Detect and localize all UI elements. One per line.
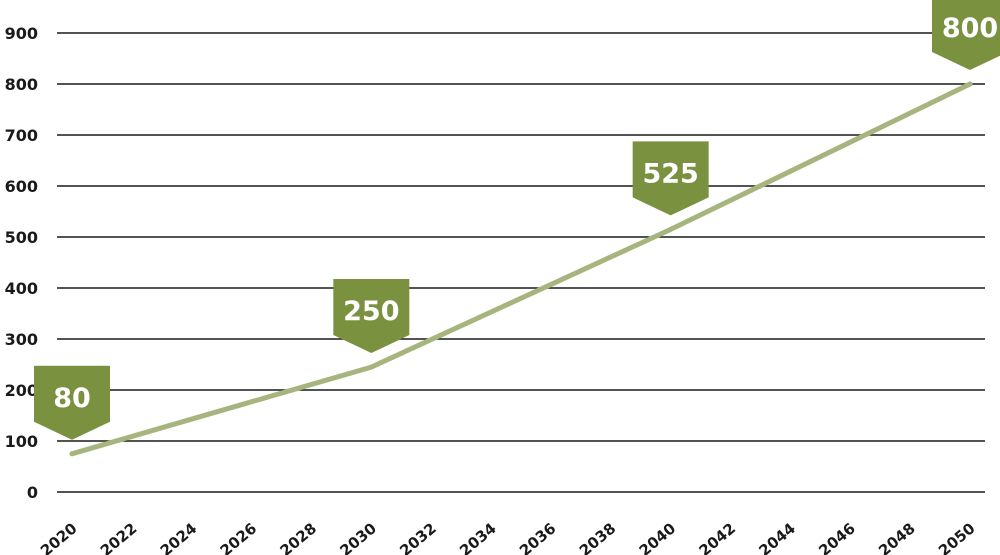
x-tick-label: 2036 xyxy=(516,519,560,555)
y-tick-label: 500 xyxy=(5,228,38,247)
y-tick-label: 0 xyxy=(27,483,38,502)
callout-label: 250 xyxy=(343,296,399,327)
callout-2020: 80 xyxy=(34,365,110,440)
callout-2050: 800 xyxy=(932,0,1000,70)
y-tick-label: 100 xyxy=(5,432,38,451)
x-tick-label: 2020 xyxy=(37,519,81,555)
x-tick-label: 2044 xyxy=(755,519,799,555)
series-line xyxy=(69,81,973,457)
x-tick-label: 2026 xyxy=(217,519,261,555)
data-point xyxy=(69,451,75,457)
callout-label: 525 xyxy=(642,158,698,189)
series-lines xyxy=(69,81,973,457)
x-tick-label: 2024 xyxy=(157,519,201,555)
x-tick-label: 2050 xyxy=(935,519,979,555)
y-axis-tick-labels: 0 100 200 300 400 500 600 700 800 900 xyxy=(5,24,38,502)
y-tick-label: 700 xyxy=(5,126,38,145)
callout-2030: 250 xyxy=(333,279,410,354)
gridlines xyxy=(57,32,985,493)
x-tick-label: 2022 xyxy=(97,519,141,555)
y-tick-label: 400 xyxy=(5,279,38,298)
callout-flag xyxy=(34,365,110,440)
callout-flag xyxy=(932,0,1000,70)
x-tick-label: 2028 xyxy=(276,519,320,555)
y-tick-label: 900 xyxy=(5,24,38,43)
callout-flag xyxy=(333,279,410,354)
data-point xyxy=(967,81,973,87)
callout-label: 80 xyxy=(53,383,91,414)
x-axis-tick-labels: 2020 2022 2024 2026 2028 2030 2032 2034 2036 2038… xyxy=(37,519,979,555)
value-callouts: 80 250 525 800 xyxy=(34,0,1000,440)
x-tick-label: 2038 xyxy=(576,519,620,555)
x-tick-label: 2040 xyxy=(636,519,680,555)
y-tick-label: 200 xyxy=(5,381,38,400)
x-tick-label: 2048 xyxy=(875,519,919,555)
y-tick-label: 800 xyxy=(5,75,38,94)
x-tick-label: 2032 xyxy=(396,519,440,555)
data-point xyxy=(368,364,374,370)
x-tick-label: 2034 xyxy=(456,519,500,555)
data-point xyxy=(668,226,674,232)
callout-label: 800 xyxy=(942,13,998,44)
callout-2040: 525 xyxy=(632,141,709,216)
x-tick-label: 2046 xyxy=(815,519,859,555)
x-tick-label: 2030 xyxy=(336,519,380,555)
x-tick-label: 2042 xyxy=(696,519,740,555)
y-tick-label: 600 xyxy=(5,177,38,196)
callout-flag xyxy=(632,141,709,216)
y-tick-label: 300 xyxy=(5,330,38,349)
